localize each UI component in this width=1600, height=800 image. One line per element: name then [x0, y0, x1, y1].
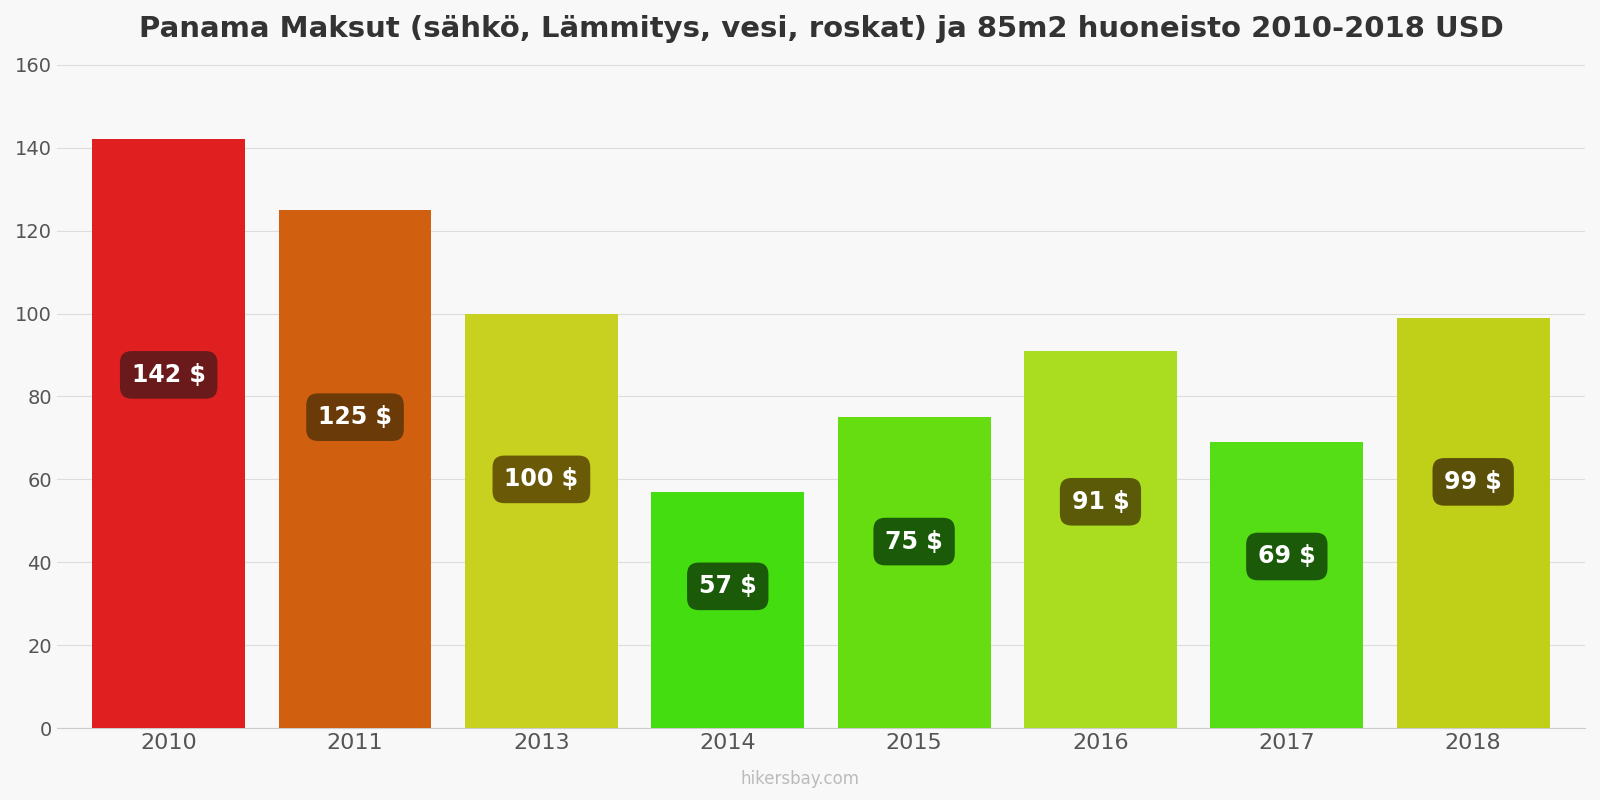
- Bar: [466, 314, 618, 728]
- Bar: [838, 417, 990, 728]
- Text: 125 $: 125 $: [318, 405, 392, 429]
- Bar: [651, 492, 805, 728]
- Text: 91 $: 91 $: [1072, 490, 1130, 514]
- Text: 69 $: 69 $: [1258, 545, 1315, 569]
- Text: hikersbay.com: hikersbay.com: [741, 770, 859, 788]
- Title: Panama Maksut (sähkö, Lämmitys, vesi, roskat) ja 85m2 huoneisto 2010-2018 USD: Panama Maksut (sähkö, Lämmitys, vesi, ro…: [139, 15, 1504, 43]
- Bar: [1211, 442, 1363, 728]
- Text: 99 $: 99 $: [1445, 470, 1502, 494]
- Text: 100 $: 100 $: [504, 467, 579, 491]
- Bar: [93, 139, 245, 728]
- Bar: [1024, 351, 1178, 728]
- Text: 57 $: 57 $: [699, 574, 757, 598]
- Text: 142 $: 142 $: [131, 363, 206, 387]
- Bar: [1397, 318, 1549, 728]
- Text: 75 $: 75 $: [885, 530, 942, 554]
- Bar: [278, 210, 432, 728]
